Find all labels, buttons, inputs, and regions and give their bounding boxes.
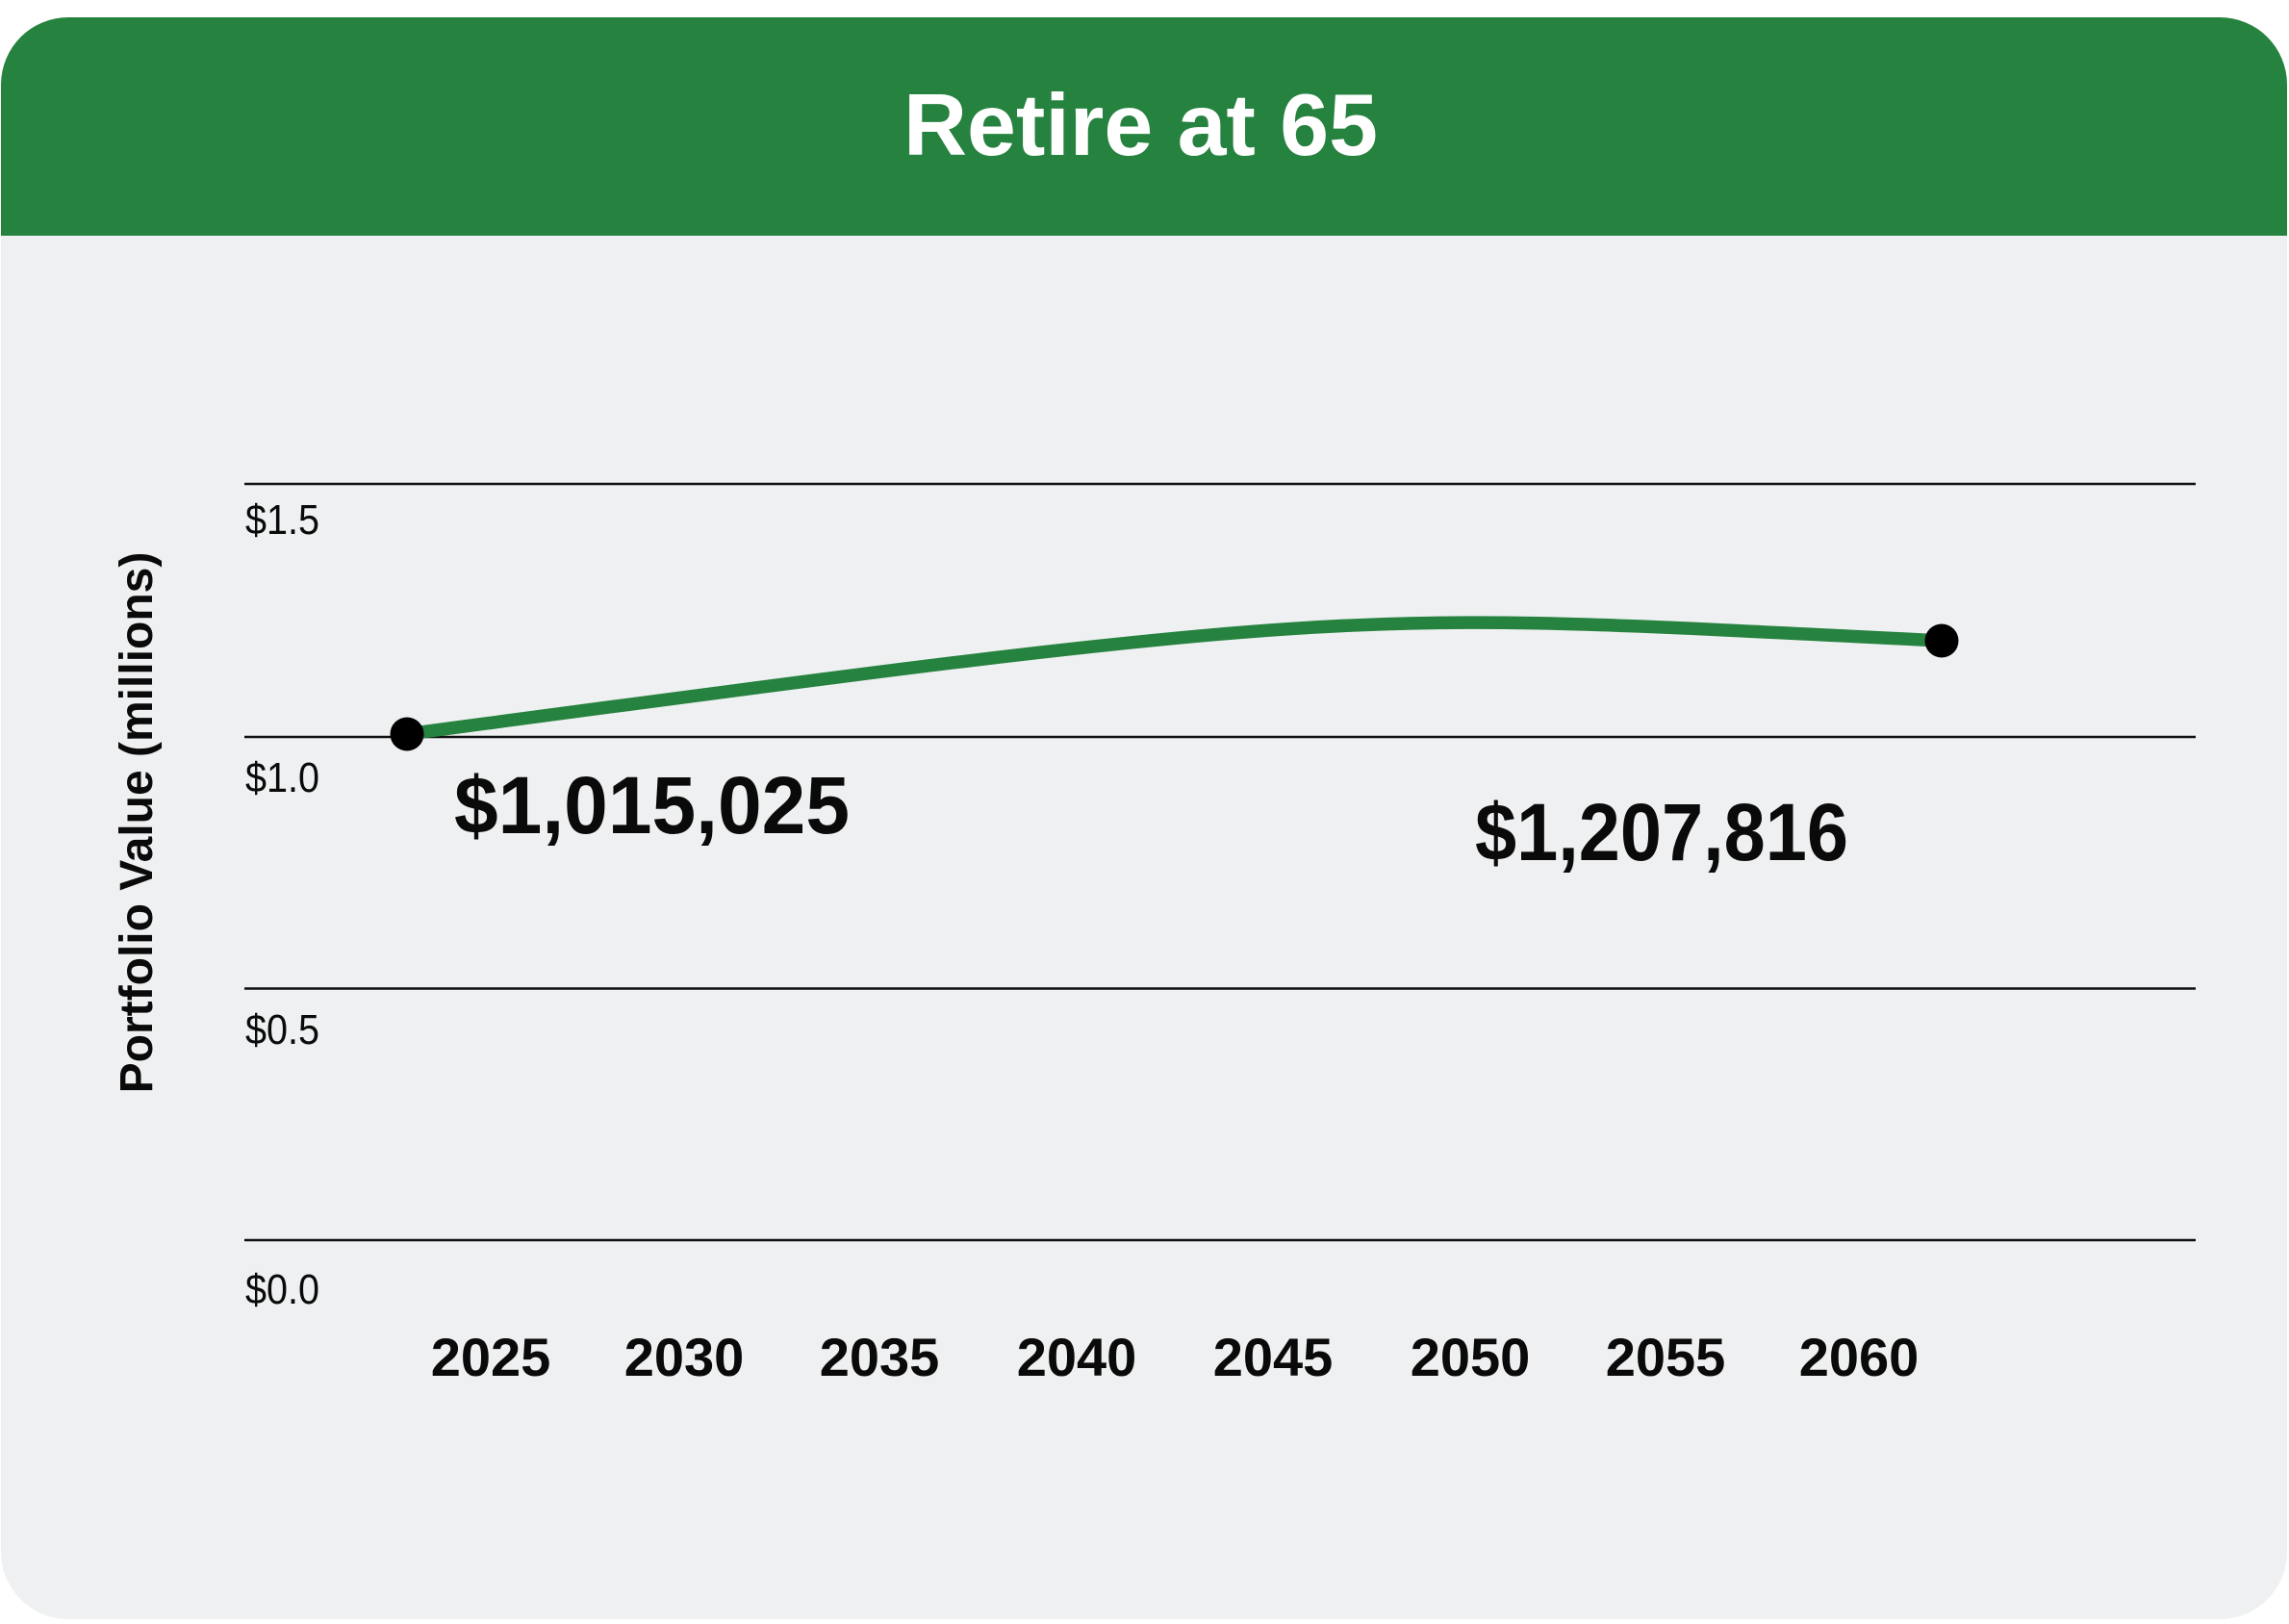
svg-text:Portfolio Value (millions): Portfolio Value (millions) <box>112 552 163 1094</box>
svg-text:2035: 2035 <box>820 1327 940 1387</box>
svg-text:2025: 2025 <box>431 1327 551 1387</box>
svg-text:2055: 2055 <box>1606 1327 1726 1387</box>
svg-text:2050: 2050 <box>1411 1327 1531 1387</box>
svg-text:$1.5: $1.5 <box>245 496 319 544</box>
svg-text:2030: 2030 <box>624 1327 745 1387</box>
svg-text:2040: 2040 <box>1017 1327 1137 1387</box>
svg-text:Retire at 65: Retire at 65 <box>903 77 1378 174</box>
svg-text:2045: 2045 <box>1213 1327 1334 1387</box>
svg-text:$1,207,816: $1,207,816 <box>1475 787 1848 877</box>
svg-text:$1.0: $1.0 <box>245 754 319 801</box>
svg-text:2060: 2060 <box>1799 1327 1920 1387</box>
svg-text:$0.5: $0.5 <box>245 1006 319 1053</box>
svg-text:$0.0: $0.0 <box>245 1266 319 1313</box>
svg-text:$1,015,025: $1,015,025 <box>454 760 850 850</box>
